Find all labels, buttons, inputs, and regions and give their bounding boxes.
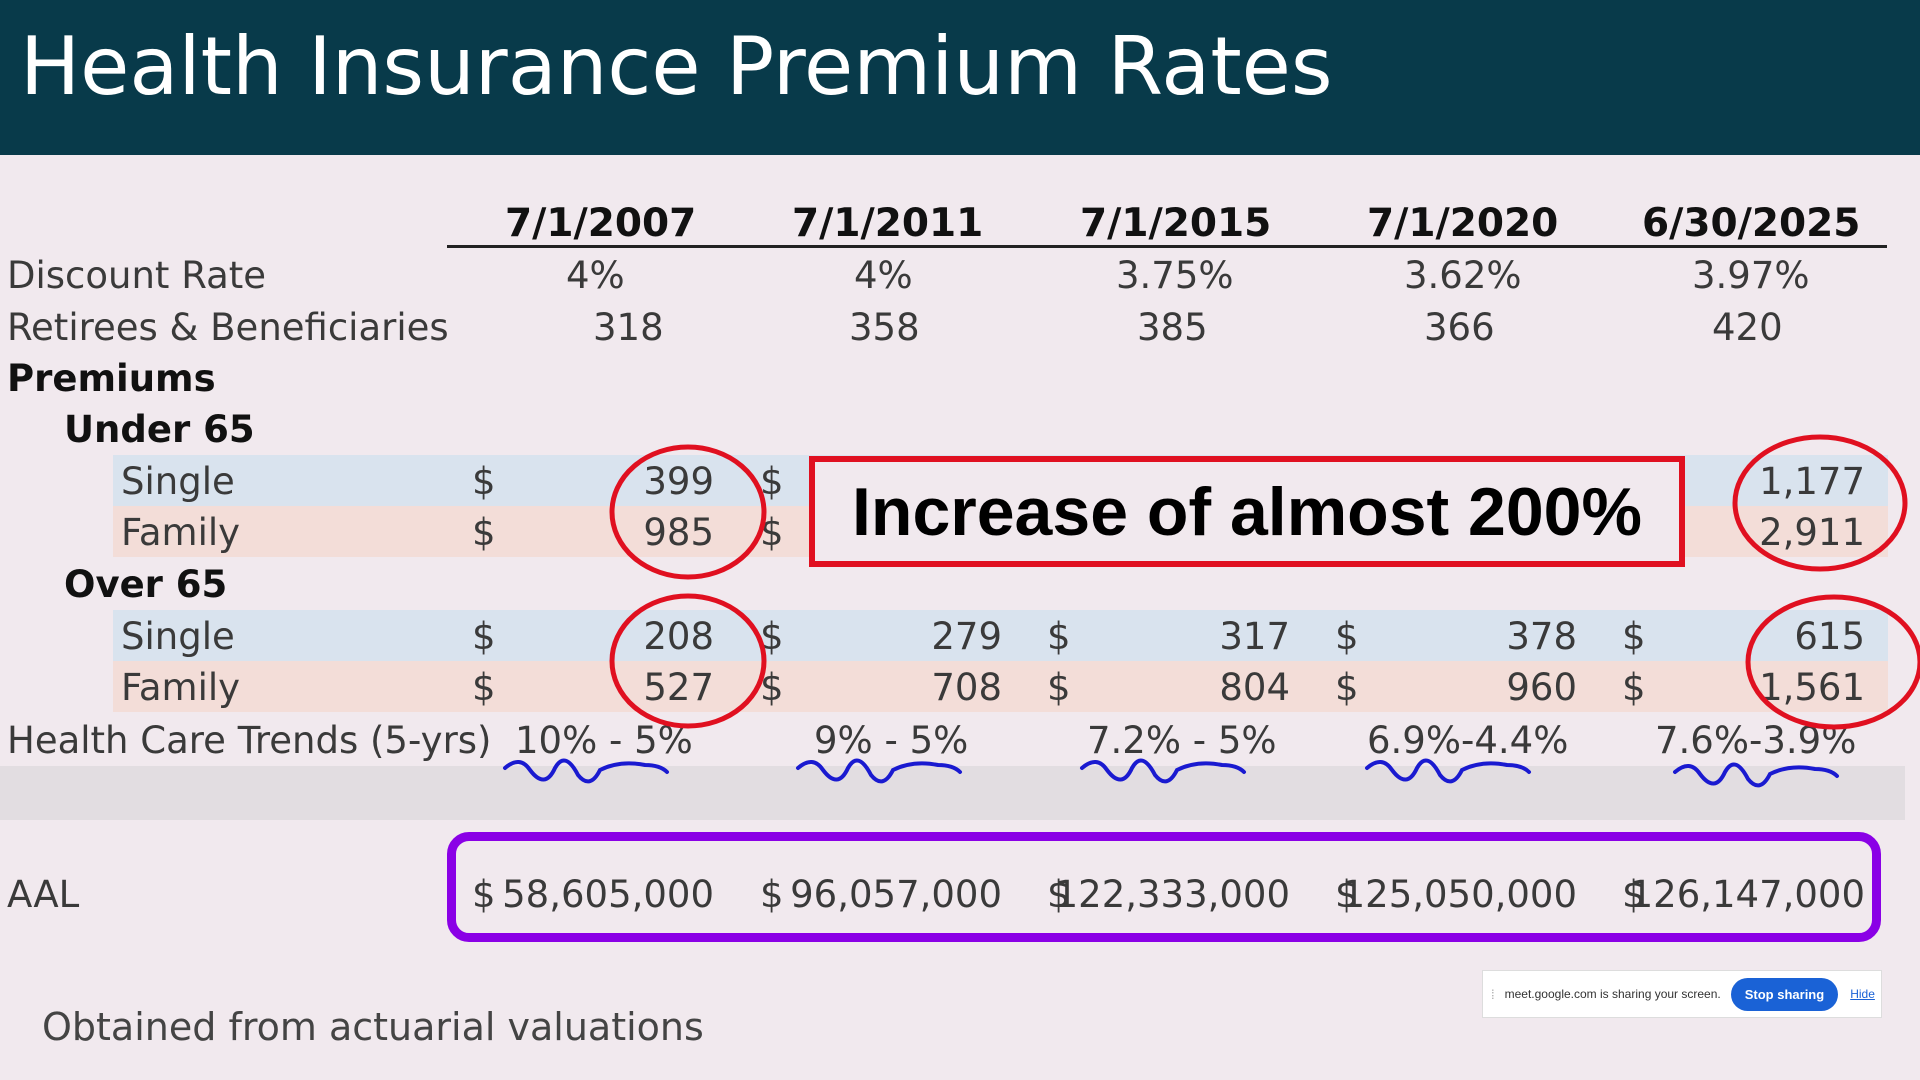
over65-family-band bbox=[113, 661, 1888, 712]
trends-4: 6.9%-4.4% bbox=[1367, 719, 1569, 762]
trends-2: 9% - 5% bbox=[814, 719, 969, 762]
date-header-5: 6/30/2025 bbox=[1642, 201, 1861, 246]
over65-single-1: 208 bbox=[643, 615, 714, 658]
discount-rate-5: 3.97% bbox=[1692, 254, 1810, 297]
under65-single-1: 399 bbox=[643, 460, 714, 503]
date-header-1: 7/1/2007 bbox=[505, 201, 697, 246]
currency-sign: $ bbox=[760, 615, 784, 658]
aal-label: AAL bbox=[7, 873, 80, 916]
currency-sign: $ bbox=[472, 873, 496, 916]
stop-sharing-button[interactable]: Stop sharing bbox=[1730, 977, 1839, 1011]
footnote: Obtained from actuarial valuations bbox=[42, 1005, 704, 1049]
currency-sign: $ bbox=[760, 460, 784, 503]
aal-2: 96,057,000 bbox=[790, 873, 1002, 916]
discount-rate-2: 4% bbox=[854, 254, 913, 297]
under65-single-5: 1,177 bbox=[1759, 460, 1865, 503]
under65-family-label: Family bbox=[121, 511, 241, 554]
currency-sign: $ bbox=[1335, 666, 1359, 709]
currency-sign: $ bbox=[1047, 666, 1071, 709]
aal-4: 125,050,000 bbox=[1341, 873, 1577, 916]
currency-sign: $ bbox=[472, 666, 496, 709]
currency-sign: $ bbox=[760, 666, 784, 709]
trends-label: Health Care Trends (5-yrs) bbox=[7, 719, 492, 762]
share-status-text: meet.google.com is sharing your screen. bbox=[1504, 987, 1721, 1001]
currency-sign: $ bbox=[1622, 873, 1646, 916]
currency-sign: $ bbox=[1622, 666, 1646, 709]
over65-family-1: 527 bbox=[643, 666, 714, 709]
slide-title: Health Insurance Premium Rates bbox=[20, 20, 1333, 113]
currency-sign: $ bbox=[1335, 873, 1359, 916]
over65-single-band bbox=[113, 610, 1888, 661]
header-rule bbox=[447, 245, 1887, 248]
discount-rate-1: 4% bbox=[566, 254, 625, 297]
retirees-label: Retirees & Beneficiaries bbox=[7, 306, 449, 349]
over65-single-label: Single bbox=[121, 615, 235, 658]
aal-1: 58,605,000 bbox=[502, 873, 714, 916]
currency-sign: $ bbox=[1335, 615, 1359, 658]
over65-family-label: Family bbox=[121, 666, 241, 709]
discount-rate-4: 3.62% bbox=[1404, 254, 1522, 297]
trends-1: 10% - 5% bbox=[515, 719, 693, 762]
currency-sign: $ bbox=[472, 511, 496, 554]
currency-sign: $ bbox=[760, 511, 784, 554]
currency-sign: $ bbox=[760, 873, 784, 916]
premiums-label: Premiums bbox=[7, 357, 216, 400]
retirees-3: 385 bbox=[1137, 306, 1208, 349]
currency-sign: $ bbox=[1047, 615, 1071, 658]
aal-3: 122,333,000 bbox=[1054, 873, 1290, 916]
over65-family-2: 708 bbox=[931, 666, 1002, 709]
date-header-3: 7/1/2015 bbox=[1080, 201, 1272, 246]
under65-family-1: 985 bbox=[643, 511, 714, 554]
aal-5: 126,147,000 bbox=[1629, 873, 1865, 916]
over65-single-5: 615 bbox=[1794, 615, 1865, 658]
over65-label: Over 65 bbox=[64, 563, 228, 606]
gray-band bbox=[0, 766, 1905, 820]
trends-3: 7.2% - 5% bbox=[1087, 719, 1277, 762]
currency-sign: $ bbox=[472, 615, 496, 658]
over65-family-5: 1,561 bbox=[1759, 666, 1865, 709]
currency-sign: $ bbox=[1047, 873, 1071, 916]
hide-link[interactable]: Hide bbox=[1850, 987, 1875, 1001]
currency-sign: $ bbox=[472, 460, 496, 503]
retirees-4: 366 bbox=[1424, 306, 1495, 349]
retirees-2: 358 bbox=[849, 306, 920, 349]
aal-highlight-box bbox=[447, 832, 1881, 942]
screen-share-bar: ⁞ meet.google.com is sharing your screen… bbox=[1482, 970, 1882, 1018]
currency-sign: $ bbox=[1622, 615, 1646, 658]
discount-rate-label: Discount Rate bbox=[7, 254, 267, 297]
date-header-4: 7/1/2020 bbox=[1367, 201, 1559, 246]
under65-label: Under 65 bbox=[64, 408, 255, 451]
over65-single-2: 279 bbox=[931, 615, 1002, 658]
over65-family-4: 960 bbox=[1506, 666, 1577, 709]
title-bar: Health Insurance Premium Rates bbox=[0, 0, 1920, 155]
under65-family-5: 2,911 bbox=[1759, 511, 1865, 554]
retirees-5: 420 bbox=[1712, 306, 1783, 349]
callout-text: Increase of almost 200% bbox=[852, 473, 1642, 550]
retirees-1: 318 bbox=[593, 306, 664, 349]
discount-rate-3: 3.75% bbox=[1116, 254, 1234, 297]
trends-5: 7.6%-3.9% bbox=[1655, 719, 1857, 762]
over65-single-3: 317 bbox=[1219, 615, 1290, 658]
drag-handle-icon[interactable]: ⁞ bbox=[1491, 986, 1495, 1002]
over65-family-3: 804 bbox=[1219, 666, 1290, 709]
date-header-2: 7/1/2011 bbox=[792, 201, 984, 246]
over65-single-4: 378 bbox=[1506, 615, 1577, 658]
under65-single-label: Single bbox=[121, 460, 235, 503]
callout-box: Increase of almost 200% bbox=[809, 456, 1685, 567]
